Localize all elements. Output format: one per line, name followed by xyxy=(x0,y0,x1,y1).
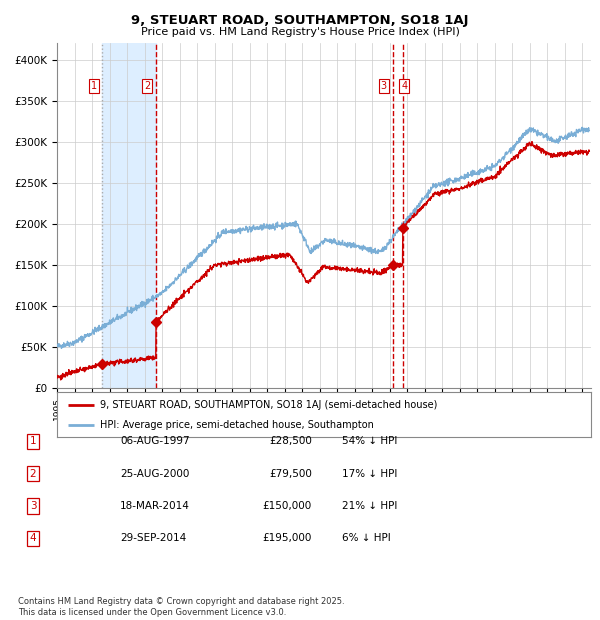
Text: Contains HM Land Registry data © Crown copyright and database right 2025.
This d: Contains HM Land Registry data © Crown c… xyxy=(18,598,344,617)
Text: 17% ↓ HPI: 17% ↓ HPI xyxy=(342,469,397,479)
Text: 3: 3 xyxy=(380,81,386,91)
Text: Price paid vs. HM Land Registry's House Price Index (HPI): Price paid vs. HM Land Registry's House … xyxy=(140,27,460,37)
Text: 18-MAR-2014: 18-MAR-2014 xyxy=(120,501,190,511)
Text: 4: 4 xyxy=(401,81,407,91)
Text: 54% ↓ HPI: 54% ↓ HPI xyxy=(342,436,397,446)
Text: 3: 3 xyxy=(29,501,37,511)
Text: 29-SEP-2014: 29-SEP-2014 xyxy=(120,533,186,543)
Text: 25-AUG-2000: 25-AUG-2000 xyxy=(120,469,190,479)
Text: £28,500: £28,500 xyxy=(269,436,312,446)
Text: £79,500: £79,500 xyxy=(269,469,312,479)
Text: £195,000: £195,000 xyxy=(263,533,312,543)
Text: 2: 2 xyxy=(29,469,37,479)
Bar xyxy=(103,43,156,388)
Text: 9, STEUART ROAD, SOUTHAMPTON, SO18 1AJ: 9, STEUART ROAD, SOUTHAMPTON, SO18 1AJ xyxy=(131,14,469,27)
Text: 4: 4 xyxy=(29,533,37,543)
Text: 21% ↓ HPI: 21% ↓ HPI xyxy=(342,501,397,511)
Text: 1: 1 xyxy=(29,436,37,446)
Text: 6% ↓ HPI: 6% ↓ HPI xyxy=(342,533,391,543)
Text: 06-AUG-1997: 06-AUG-1997 xyxy=(120,436,190,446)
Text: £150,000: £150,000 xyxy=(263,501,312,511)
Text: 9, STEUART ROAD, SOUTHAMPTON, SO18 1AJ (semi-detached house): 9, STEUART ROAD, SOUTHAMPTON, SO18 1AJ (… xyxy=(100,399,437,410)
Text: 2: 2 xyxy=(144,81,150,91)
Text: 1: 1 xyxy=(91,81,97,91)
Text: HPI: Average price, semi-detached house, Southampton: HPI: Average price, semi-detached house,… xyxy=(100,420,374,430)
